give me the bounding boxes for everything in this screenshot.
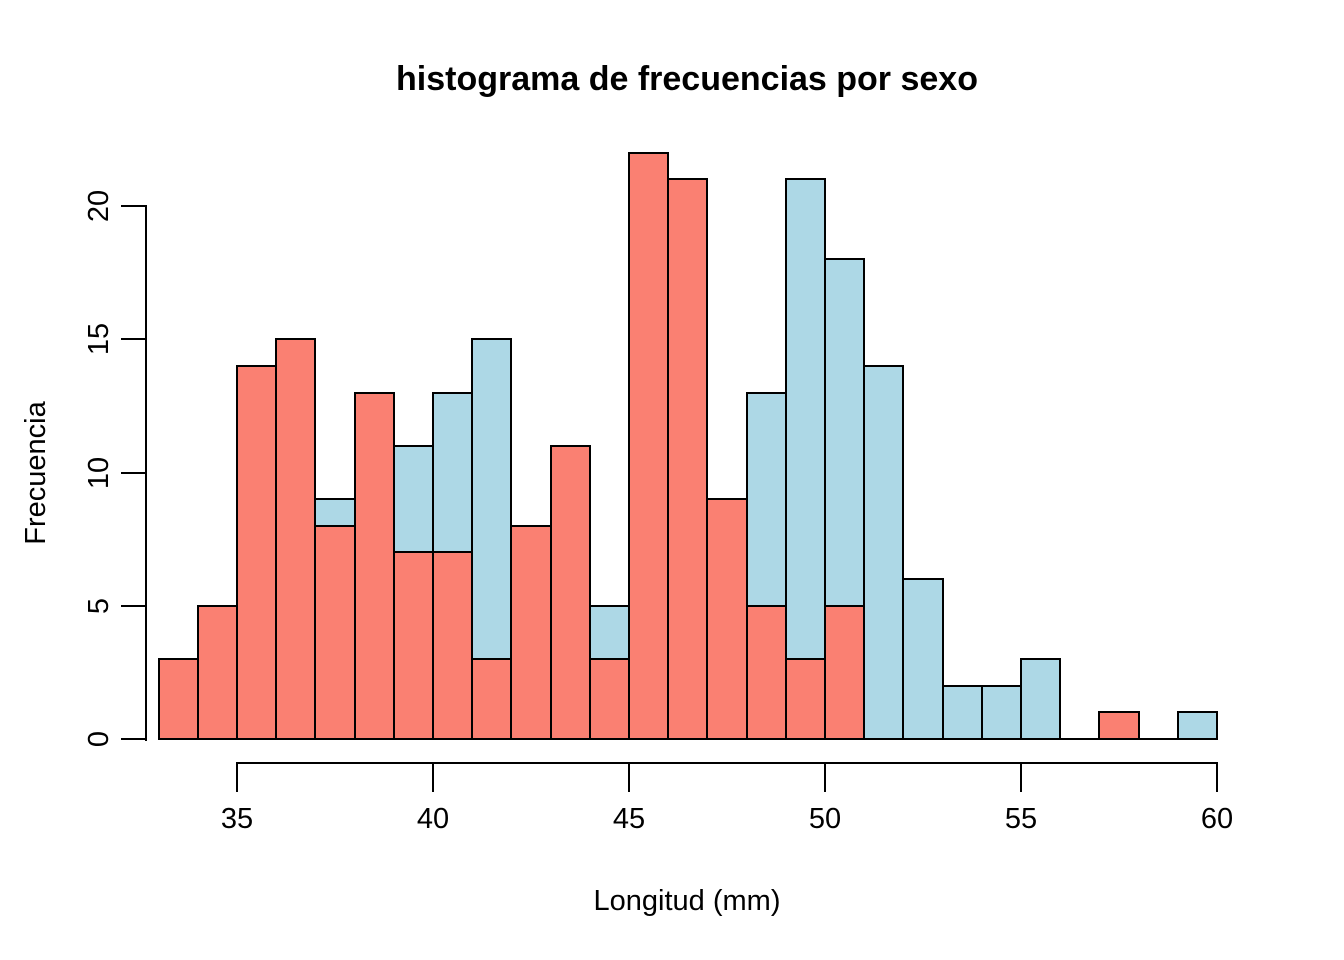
histogram-bar-salmon-series-39 (392, 551, 434, 740)
x-tick-label: 45 (612, 803, 646, 835)
histogram-bar-salmon-series-41 (471, 658, 513, 740)
histogram-bar-salmon-series-35 (236, 364, 278, 740)
x-tick-label: 35 (220, 803, 254, 835)
y-tick-mark (121, 604, 146, 607)
x-tick-mark (628, 762, 630, 792)
x-tick-mark (432, 762, 434, 792)
histogram-bar-salmon-series-34 (196, 604, 238, 740)
y-tick-label: 20 (83, 189, 115, 223)
x-tick-label: 40 (416, 803, 450, 835)
x-tick-label: 50 (808, 803, 842, 835)
chart-title: histograma de frecuencias por sexo (396, 60, 978, 98)
histogram-bar-salmon-series-49 (784, 658, 826, 740)
y-tick-mark (121, 471, 146, 474)
y-tick-mark (121, 738, 146, 740)
histogram-bar-lightblue-series-59 (1176, 711, 1218, 740)
x-tick-label: 60 (1200, 803, 1234, 835)
histogram-bar-lightblue-series-49 (784, 178, 826, 740)
histogram-bar-salmon-series-46 (667, 178, 709, 740)
histogram-bar-salmon-series-38 (353, 391, 395, 740)
histogram-bar-salmon-series-33 (157, 658, 199, 740)
histogram-bar-lightblue-series-54 (980, 684, 1022, 740)
x-axis-line (236, 762, 1218, 764)
histogram-bar-salmon-series-48 (745, 604, 787, 740)
y-axis-title: Frecuencia (20, 401, 52, 545)
x-tick-mark (236, 762, 238, 792)
x-tick-mark (1216, 762, 1218, 792)
x-axis-title: Longitud (mm) (593, 885, 781, 917)
histogram-bar-salmon-series-47 (706, 498, 748, 740)
histogram-bar-salmon-series-42 (510, 524, 552, 740)
histogram-bar-lightblue-series-51 (863, 364, 905, 740)
histogram-bar-salmon-series-36 (275, 338, 317, 740)
x-tick-mark (824, 762, 826, 792)
histogram-bar-salmon-series-40 (432, 551, 474, 740)
histogram-bar-salmon-series-57 (1098, 711, 1140, 740)
histogram-bar-salmon-series-45 (628, 151, 670, 740)
y-tick-mark (121, 205, 146, 207)
y-axis-line (145, 205, 147, 741)
x-tick-label: 55 (1004, 803, 1038, 835)
histogram-bar-lightblue-series-53 (941, 684, 983, 740)
y-tick-label: 15 (83, 323, 115, 356)
histogram-bar-lightblue-series-52 (902, 578, 944, 740)
histogram-bar-salmon-series-43 (549, 444, 591, 740)
y-tick-label: 0 (83, 730, 115, 748)
x-tick-mark (1020, 762, 1022, 792)
y-tick-label: 10 (83, 456, 115, 489)
y-tick-mark (121, 338, 146, 341)
histogram-bar-salmon-series-37 (314, 524, 356, 740)
histogram-bar-lightblue-series-55 (1020, 658, 1062, 740)
y-tick-label: 5 (83, 597, 115, 614)
histogram-bar-salmon-series-44 (588, 658, 630, 740)
histogram-bar-salmon-series-50 (824, 604, 866, 740)
